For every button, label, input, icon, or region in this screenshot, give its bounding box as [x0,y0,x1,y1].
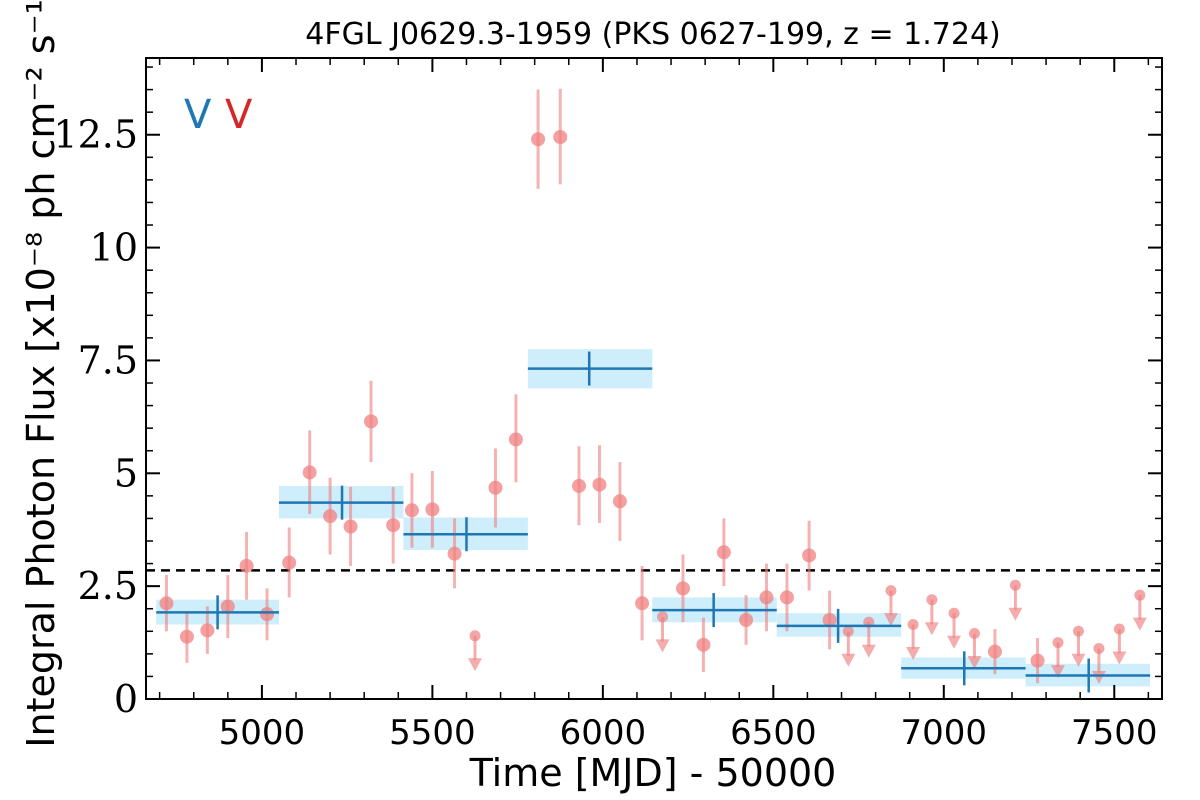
data-point [779,590,794,605]
data-point [675,581,690,596]
data-point [592,477,607,492]
data-point [508,432,523,447]
upper-limit-arrow [468,658,483,672]
upper-limit-point [885,585,897,597]
upper-limit-arrow [841,653,856,667]
x-tick-label: 5000 [219,713,306,753]
upper-limit-arrow [1091,670,1106,684]
data-point [302,465,317,480]
y-tick-label: 7.5 [78,338,138,382]
data-point [612,494,627,509]
data-point [220,599,235,614]
y-axis-label: Integral Photon Flux [x10⁻⁸ ph cm⁻² s⁻¹] [19,0,63,748]
plot-area [146,88,1162,693]
data-point [571,478,586,493]
data-point [386,518,401,533]
upper-limit-point [907,619,919,631]
upper-limit-arrow [967,656,982,670]
data-point [343,519,358,534]
upper-limit-arrow [1008,607,1023,621]
data-point [759,590,774,605]
upper-limit-arrow [861,644,876,658]
x-tick-label: 7500 [1071,713,1158,753]
upper-limit-point [1113,623,1125,635]
marker-blue-v: V [184,92,212,138]
data-point [282,555,297,570]
y-tick-label: 12.5 [53,113,138,157]
upper-limit-point [948,607,960,619]
upper-limit-arrow [883,613,898,627]
plot-frame [145,57,1163,700]
x-tick-label: 5500 [389,713,476,753]
data-point [635,596,650,611]
upper-limit-point [1093,642,1105,654]
data-point [239,558,254,573]
data-point [802,548,817,563]
upper-limit-point [968,628,980,640]
upper-limit-point [1134,589,1146,601]
data-point [739,613,754,628]
data-point [159,596,174,611]
data-point [531,132,546,147]
marker-red-v: V [225,92,253,138]
data-point [488,480,503,495]
x-axis-label: Time [MJD] - 50000 [469,751,837,795]
data-point [323,509,338,524]
data-point [553,129,568,144]
upper-limit-point [926,594,938,606]
chart-title: 4FGL J0629.3-1959 (PKS 0627-199, z = 1.7… [305,17,1000,52]
upper-limit-arrow [1132,617,1147,631]
upper-limit-point [1052,637,1064,649]
data-point [716,545,731,560]
x-tick-label: 7000 [901,713,988,753]
y-tick-label: 5 [114,451,138,495]
data-point [447,546,462,561]
upper-limit-arrow [1071,653,1086,667]
data-point [404,503,419,518]
upper-limit-arrow [1051,665,1066,679]
y-tick-label: 2.5 [78,564,138,608]
data-point [260,607,275,622]
data-point [364,414,379,429]
data-point [200,623,215,638]
data-point [1030,653,1045,668]
upper-limit-arrow [947,635,962,649]
upper-limit-point [469,630,481,642]
upper-limit-arrow [924,622,939,636]
data-point [987,644,1002,659]
upper-limit-arrow [655,639,670,653]
data-point [822,613,837,628]
axis-ticks: 5000 5500 6000 6500 7000 7500 0 2.5 5 7.5 10 12.5 [53,58,1162,753]
upper-limit-point [1009,579,1021,591]
x-tick-label: 6000 [560,713,647,753]
data-point [696,637,711,652]
upper-limit-arrow [1112,651,1127,665]
data-point [179,629,194,644]
y-tick-label: 0 [114,677,138,721]
upper-limit-point [1072,625,1084,637]
data-point [425,502,440,517]
upper-limit-arrow [906,647,921,661]
upper-limit-point [842,625,854,637]
x-tick-label: 6500 [730,713,817,753]
upper-limit-point [657,611,669,623]
y-tick-label: 10 [90,226,138,270]
